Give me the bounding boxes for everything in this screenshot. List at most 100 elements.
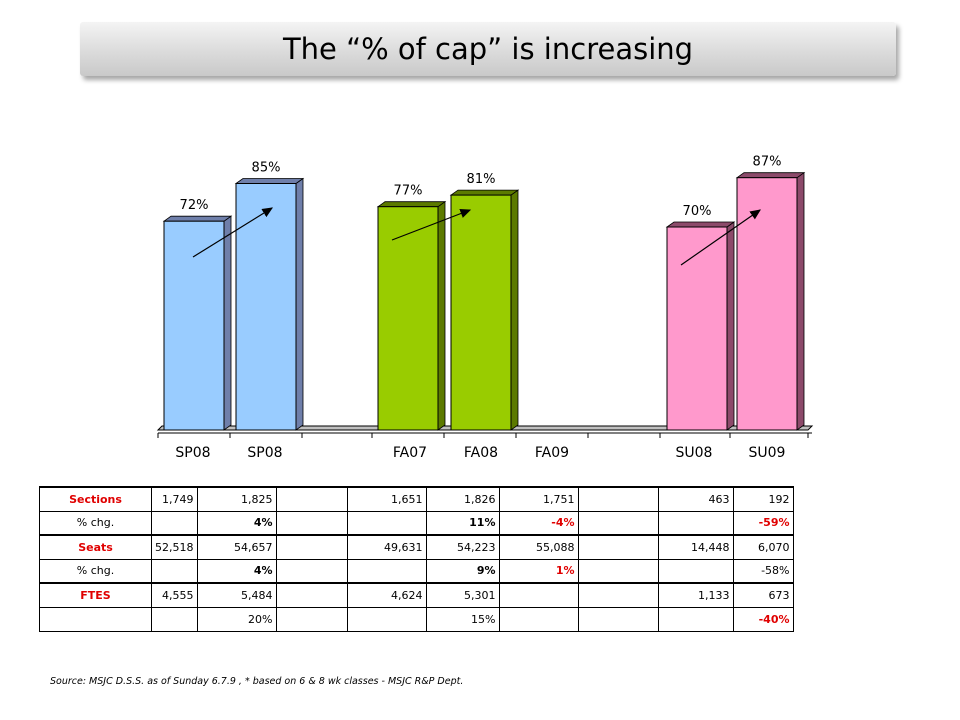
table-cell: 54,223 xyxy=(425,534,500,560)
table-cell: 5,484 xyxy=(196,582,277,608)
row-label: % chg. xyxy=(39,510,152,536)
table-cell: -59% xyxy=(732,510,794,536)
bar xyxy=(235,183,297,431)
trend-arrow xyxy=(680,209,761,266)
table-cell: 9% xyxy=(425,558,500,584)
data-table: Sections 1,749 1,825 1,651 1,826 1,751 463 192%… xyxy=(39,486,794,632)
row-label: % chg. xyxy=(39,558,152,584)
bar xyxy=(666,226,728,431)
bar-value-label: 87% xyxy=(753,155,782,170)
table-cell xyxy=(346,510,427,536)
table-cell: 14,448 xyxy=(657,534,734,560)
table-cell: 1,749 xyxy=(151,486,198,512)
x-tick-label: SP08 xyxy=(175,445,210,461)
table-cell xyxy=(498,582,579,608)
bar-side xyxy=(510,189,519,431)
bar-side xyxy=(726,221,735,431)
row-label: Seats xyxy=(39,534,152,560)
table-cell: 49,631 xyxy=(346,534,427,560)
x-tick-label: SU09 xyxy=(749,445,786,461)
table-row: 20% 15% -40% xyxy=(39,606,794,632)
table-cell: 4% xyxy=(196,558,277,584)
table-cell xyxy=(346,606,427,632)
table-cell: 15% xyxy=(425,606,500,632)
x-tick-label: FA07 xyxy=(393,445,427,461)
table-row: % chg. 4% 11% -4% -59% xyxy=(39,510,794,536)
table-cell xyxy=(275,558,348,584)
table-cell: 673 xyxy=(732,582,794,608)
bar-side xyxy=(796,171,805,431)
bar-value-label: 70% xyxy=(683,204,712,219)
page-title: The “% of cap” is increasing xyxy=(282,32,694,66)
bar-side xyxy=(223,215,232,431)
table-cell xyxy=(577,558,659,584)
table-cell: 52,518 xyxy=(151,534,198,560)
x-tick-label: SU08 xyxy=(676,445,713,461)
table-cell: 55,088 xyxy=(498,534,579,560)
table-cell xyxy=(275,486,348,512)
bar-top xyxy=(376,201,447,208)
table-cell: 463 xyxy=(657,486,734,512)
table-cell: 1,651 xyxy=(346,486,427,512)
table-cell: 1,133 xyxy=(657,582,734,608)
table-cell: -40% xyxy=(732,606,794,632)
bar xyxy=(163,220,225,431)
table-cell: 1,826 xyxy=(425,486,500,512)
x-tick-label: FA09 xyxy=(535,445,569,461)
table-cell xyxy=(577,606,659,632)
table-cell xyxy=(657,558,734,584)
table-cell: 1,751 xyxy=(498,486,579,512)
row-label: FTES xyxy=(39,582,152,608)
table-cell: 4,555 xyxy=(151,582,198,608)
bar-value-label: 81% xyxy=(467,172,496,187)
bar-top xyxy=(162,215,233,222)
table-cell: 4,624 xyxy=(346,582,427,608)
table-cell xyxy=(577,486,659,512)
table-cell: 20% xyxy=(196,606,277,632)
table-cell xyxy=(275,510,348,536)
table-cell: 192 xyxy=(732,486,794,512)
bar-top xyxy=(665,221,736,228)
row-label xyxy=(39,606,152,632)
table-cell xyxy=(151,558,198,584)
table-cell xyxy=(577,534,659,560)
bar-top xyxy=(234,178,305,184)
table-cell xyxy=(151,606,198,632)
table-cell: 54,657 xyxy=(196,534,277,560)
bar xyxy=(450,194,512,431)
table-cell: 11% xyxy=(425,510,500,536)
table-cell: 1,825 xyxy=(196,486,277,512)
bar-chart: 72% SP08 85% SP08 77% FA07 81% FA08 FA09 70% SU08 8… xyxy=(156,155,814,461)
table-cell: 6,070 xyxy=(732,534,794,560)
table-cell xyxy=(577,582,659,608)
bar xyxy=(377,206,439,431)
bar-value-label: 72% xyxy=(180,198,209,213)
table-cell xyxy=(577,510,659,536)
table-cell xyxy=(498,606,579,632)
table-row: % chg. 4% 9% 1% -58% xyxy=(39,558,794,584)
table-row: Sections 1,749 1,825 1,651 1,826 1,751 463 192 xyxy=(39,486,794,512)
x-tick-label: SP08 xyxy=(247,445,282,461)
bar-value-label: 77% xyxy=(394,184,423,199)
trend-arrow xyxy=(192,207,274,258)
source-note: Source: MSJC D.S.S. as of Sunday 6.7.9 ,… xyxy=(50,676,464,687)
row-label: Sections xyxy=(39,486,152,512)
bar-top xyxy=(449,189,520,196)
table-cell xyxy=(151,510,198,536)
table-cell: 1% xyxy=(498,558,579,584)
table-cell: -58% xyxy=(732,558,794,584)
table-cell xyxy=(346,558,427,584)
table-row: FTES 4,555 5,484 4,624 5,301 1,133 673 xyxy=(39,582,794,608)
bar xyxy=(736,177,798,431)
table-cell: 4% xyxy=(196,510,277,536)
table-cell xyxy=(657,606,734,632)
table-cell xyxy=(275,606,348,632)
table-cell xyxy=(275,582,348,608)
x-tick-label: FA08 xyxy=(464,445,498,461)
bar-value-label: 85% xyxy=(252,161,281,176)
table-row: Seats 52,518 54,657 49,631 54,223 55,088 14,44… xyxy=(39,534,794,560)
trend-arrow xyxy=(391,208,472,241)
title-banner: The “% of cap” is increasing xyxy=(80,22,896,76)
table-cell xyxy=(657,510,734,536)
table-cell: -4% xyxy=(498,510,579,536)
